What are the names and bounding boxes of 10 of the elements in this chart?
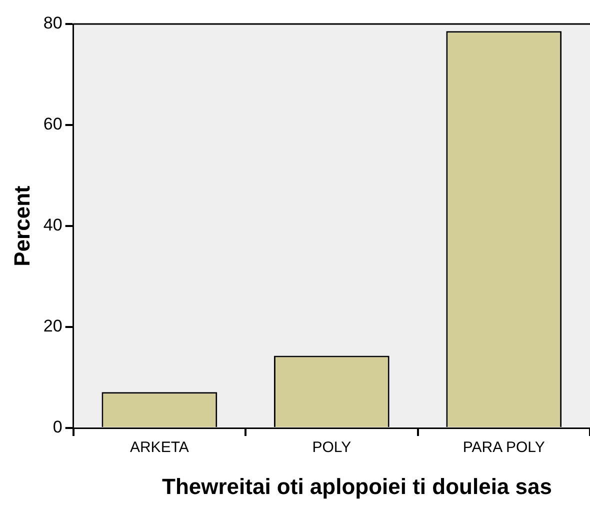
y-axis-title: Percent xyxy=(9,184,34,266)
y-tick-label: 40 xyxy=(43,216,62,235)
x-tick-label: ARKETA xyxy=(130,439,189,456)
y-tick-label: 0 xyxy=(52,418,62,437)
y-tick-label: 20 xyxy=(43,316,62,336)
x-tick-label: PARA POLY xyxy=(462,439,545,456)
x-axis-title: Thewreitai oti aplopoiei ti douleia sas xyxy=(161,474,553,499)
x-tick-label: POLY xyxy=(312,439,352,456)
y-tick-label: 60 xyxy=(43,114,62,134)
y-tick-label: 80 xyxy=(43,14,62,33)
